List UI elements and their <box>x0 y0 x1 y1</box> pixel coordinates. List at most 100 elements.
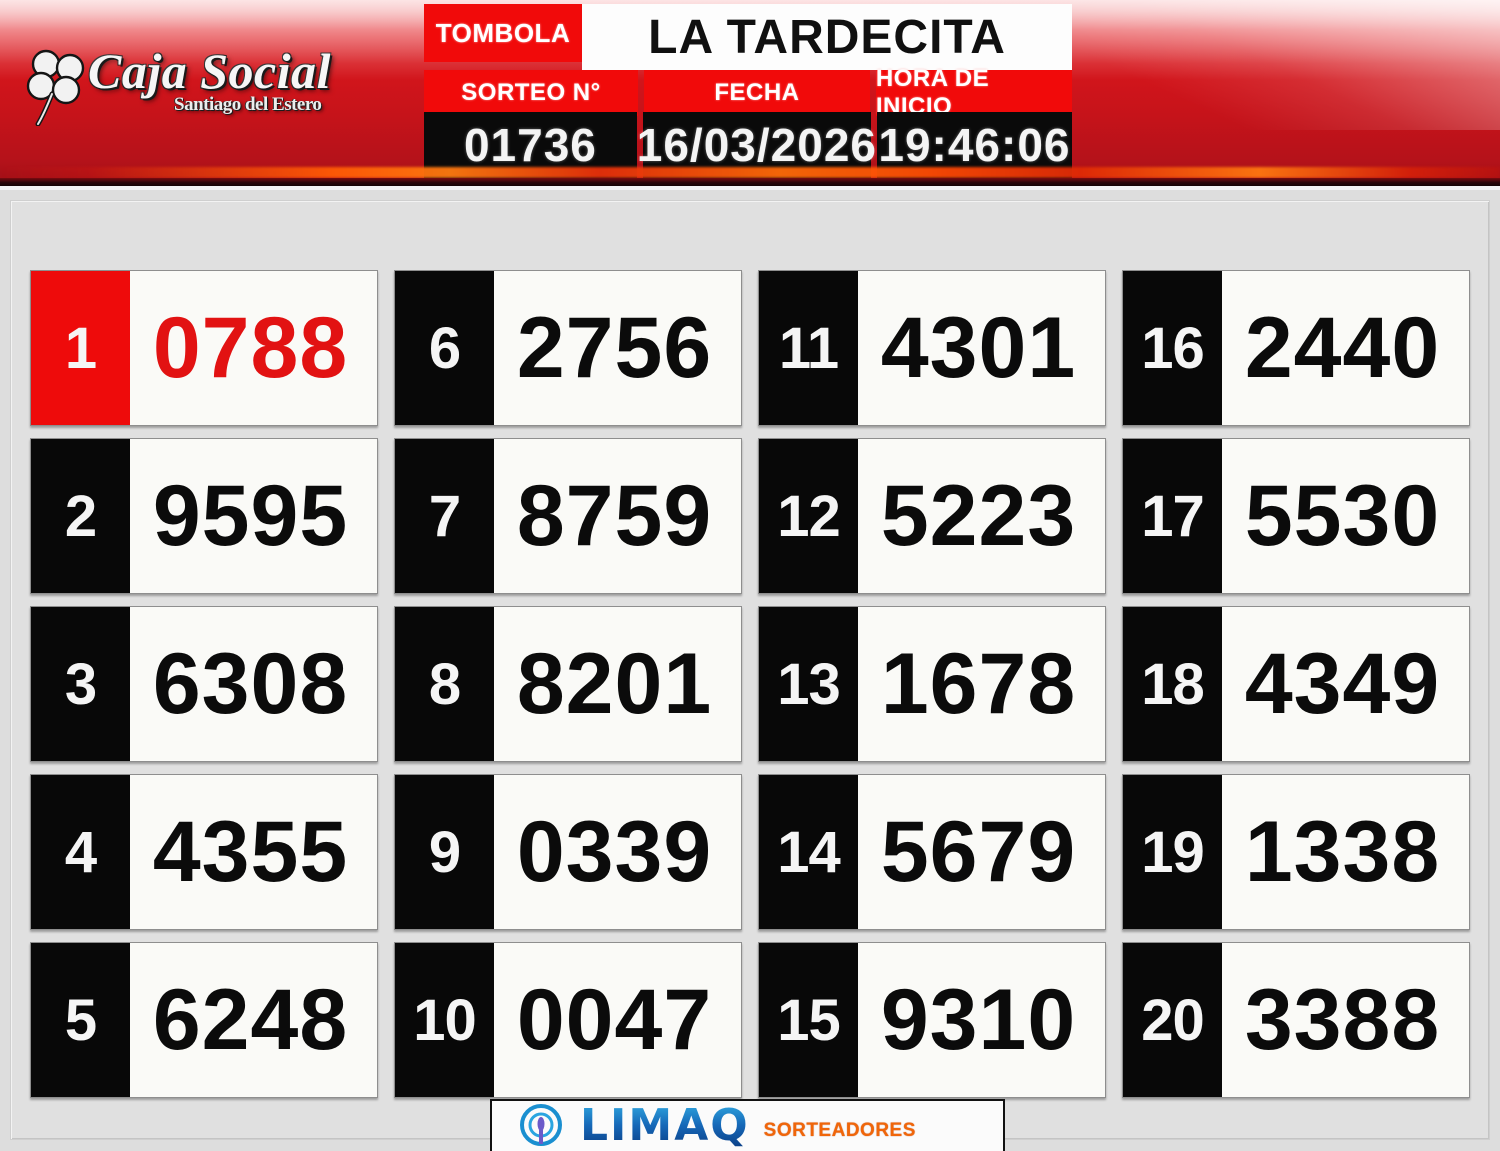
result-cell-wrapper: 15 9310 <box>754 936 1110 1104</box>
result-row: 12 5223 <box>758 438 1106 594</box>
provider-logo: LIMAQ SORTEADORES <box>490 1099 1005 1151</box>
result-number: 6248 <box>130 943 377 1097</box>
result-row: 7 8759 <box>394 438 742 594</box>
result-position: 1 <box>31 271 130 425</box>
draw-field-labels-row: SORTEO N° FECHA HORA DE INICIO <box>424 65 1073 120</box>
result-position: 20 <box>1123 943 1222 1097</box>
result-position: 7 <box>395 439 494 593</box>
result-row: 15 9310 <box>758 942 1106 1098</box>
result-position: 13 <box>759 607 858 761</box>
result-row: 11 4301 <box>758 270 1106 426</box>
result-position: 15 <box>759 943 858 1097</box>
result-position: 6 <box>395 271 494 425</box>
result-cell-wrapper: 9 0339 <box>390 768 746 936</box>
result-number: 8759 <box>494 439 741 593</box>
result-number: 4349 <box>1222 607 1469 761</box>
result-cell-wrapper: 16 2440 <box>1118 264 1474 432</box>
result-cell-wrapper: 10 0047 <box>390 936 746 1104</box>
result-cell-wrapper: 7 8759 <box>390 432 746 600</box>
result-number: 0047 <box>494 943 741 1097</box>
fecha-label: FECHA <box>643 70 870 116</box>
result-number: 8201 <box>494 607 741 761</box>
result-number: 4355 <box>130 775 377 929</box>
result-position: 4 <box>31 775 130 929</box>
result-number: 2440 <box>1222 271 1469 425</box>
result-row: 5 6248 <box>30 942 378 1098</box>
result-position: 11 <box>759 271 858 425</box>
draw-title-row: TOMBOLA LA TARDECITA <box>424 4 1072 70</box>
result-number: 0339 <box>494 775 741 929</box>
hora-label: HORA DE INICIO <box>875 65 1073 120</box>
draw-title-text: LA TARDECITA <box>648 10 1006 64</box>
result-cell-wrapper: 3 6308 <box>26 600 382 768</box>
result-position: 17 <box>1123 439 1222 593</box>
brand-logo: Caja Social Santiago del Estero <box>14 28 354 146</box>
result-row: 17 5530 <box>1122 438 1470 594</box>
result-cell-wrapper: 1 0788 <box>26 264 382 432</box>
result-row: 18 4349 <box>1122 606 1470 762</box>
result-position: 8 <box>395 607 494 761</box>
result-number: 9595 <box>130 439 377 593</box>
game-type-label: TOMBOLA <box>435 17 571 48</box>
result-row: 4 4355 <box>30 774 378 930</box>
result-row: 19 1338 <box>1122 774 1470 930</box>
result-row: 3 6308 <box>30 606 378 762</box>
result-position: 18 <box>1123 607 1222 761</box>
result-cell-wrapper: 8 8201 <box>390 600 746 768</box>
result-number: 1338 <box>1222 775 1469 929</box>
result-cell-wrapper: 4 4355 <box>26 768 382 936</box>
result-cell-wrapper: 12 5223 <box>754 432 1110 600</box>
header-bottom-edge <box>0 178 1500 186</box>
result-number: 3388 <box>1222 943 1469 1097</box>
draw-title-cell: LA TARDECITA <box>582 4 1072 70</box>
result-cell-wrapper: 20 3388 <box>1118 936 1474 1104</box>
result-number: 4301 <box>858 271 1105 425</box>
result-cell-wrapper: 2 9595 <box>26 432 382 600</box>
result-row: 9 0339 <box>394 774 742 930</box>
result-position: 16 <box>1123 271 1222 425</box>
result-position: 2 <box>31 439 130 593</box>
header-glow-strip <box>0 167 1500 178</box>
result-position: 12 <box>759 439 858 593</box>
sorteo-label: SORTEO N° <box>424 70 638 116</box>
result-row: 8 8201 <box>394 606 742 762</box>
result-row: 6 2756 <box>394 270 742 426</box>
clover-icon <box>26 49 85 126</box>
result-cell-wrapper: 6 2756 <box>390 264 746 432</box>
header-gloss-corner <box>1070 0 1500 130</box>
result-row: 20 3388 <box>1122 942 1470 1098</box>
results-panel: 1 0788 6 2756 11 4301 16 2440 2 9595 7 8759 12 5223 17… <box>0 186 1500 1151</box>
result-cell-wrapper: 18 4349 <box>1118 600 1474 768</box>
result-position: 5 <box>31 943 130 1097</box>
result-row: 10 0047 <box>394 942 742 1098</box>
result-cell-wrapper: 11 4301 <box>754 264 1110 432</box>
result-position: 14 <box>759 775 858 929</box>
result-cell-wrapper: 13 1678 <box>754 600 1110 768</box>
result-position: 3 <box>31 607 130 761</box>
result-number: 6308 <box>130 607 377 761</box>
header-banner: Caja Social Santiago del Estero TOMBOLA … <box>0 0 1500 186</box>
result-cell-wrapper: 5 6248 <box>26 936 382 1104</box>
result-number: 5530 <box>1222 439 1469 593</box>
result-number: 2756 <box>494 271 741 425</box>
result-number: 9310 <box>858 943 1105 1097</box>
result-number: 5223 <box>858 439 1105 593</box>
result-row: 13 1678 <box>758 606 1106 762</box>
result-cell-wrapper: 19 1338 <box>1118 768 1474 936</box>
provider-logo-word: LIMAQ <box>580 1100 750 1151</box>
results-grid: 1 0788 6 2756 11 4301 16 2440 2 9595 7 8759 12 5223 17… <box>26 264 1474 1104</box>
limaq-circle-icon <box>520 1104 562 1146</box>
brand-subtitle: Santiago del Estero <box>174 94 322 115</box>
result-row: 16 2440 <box>1122 270 1470 426</box>
result-position: 10 <box>395 943 494 1097</box>
provider-logo-subtitle: SORTEADORES <box>763 1120 916 1141</box>
result-number: 5679 <box>858 775 1105 929</box>
fecha-value: 16/03/2026 <box>637 112 876 178</box>
brand-name: Caja Social <box>88 43 332 99</box>
result-row: 14 5679 <box>758 774 1106 930</box>
game-type-badge: TOMBOLA <box>424 4 582 62</box>
result-number: 0788 <box>130 271 377 425</box>
result-cell-wrapper: 14 5679 <box>754 768 1110 936</box>
result-position: 19 <box>1123 775 1222 929</box>
